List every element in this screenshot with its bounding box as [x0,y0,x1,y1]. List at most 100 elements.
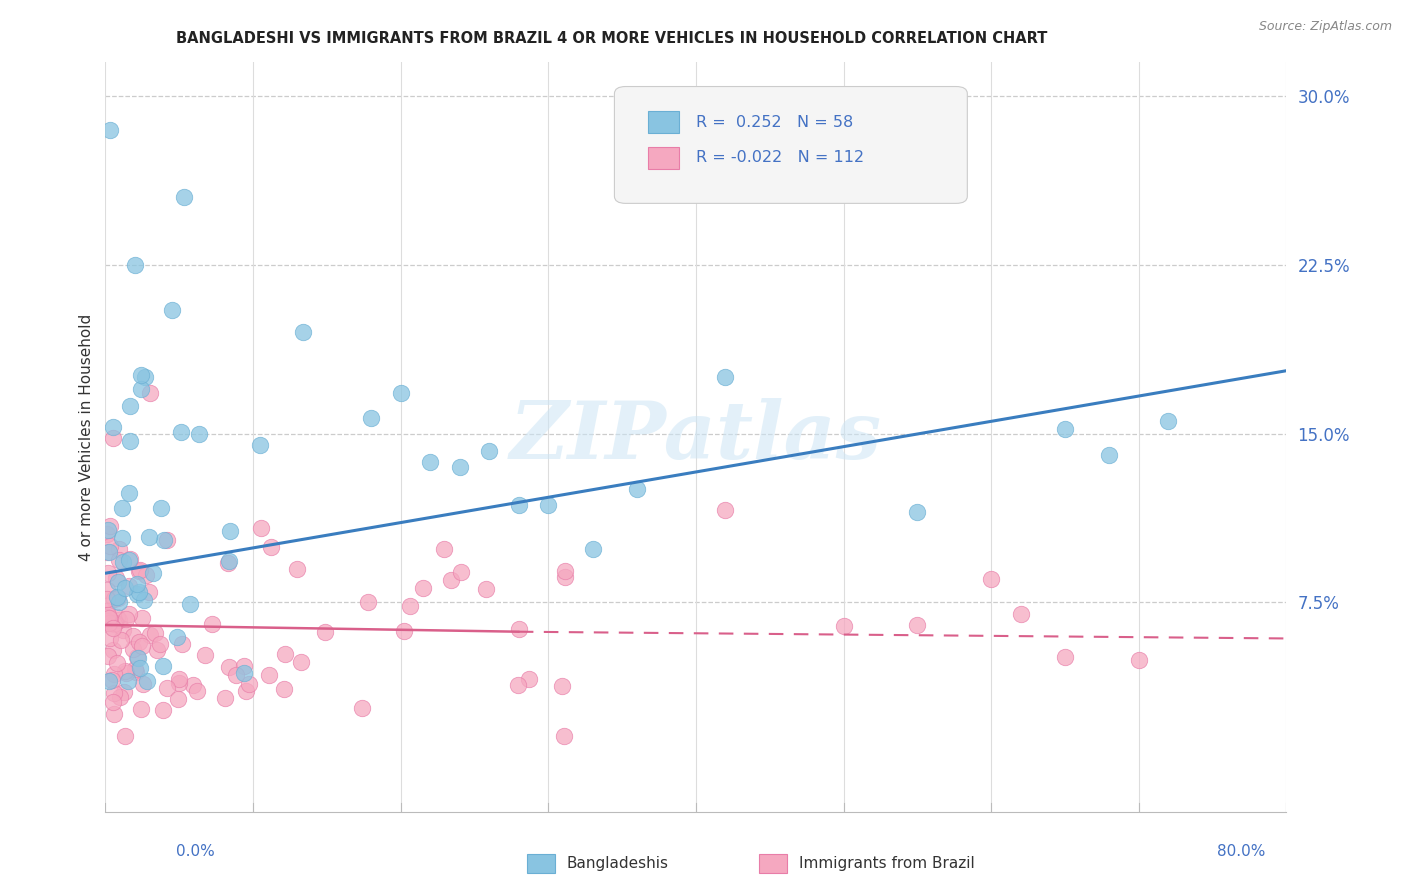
Point [257,668,280,682]
Point [360,410,382,425]
Point [124,258,146,272]
Point [96,591,118,606]
Point [108,553,131,567]
Point [129,702,152,716]
Point [125,587,148,601]
Point [188,427,211,442]
Point [218,554,240,568]
Point [104,571,127,585]
Point [160,302,183,317]
Point [125,650,148,665]
Point [554,564,576,578]
Point [146,643,169,657]
Point [907,618,929,632]
Point [714,503,737,517]
Point [97,648,120,663]
Point [155,533,177,548]
Point [107,591,129,605]
Point [122,629,145,643]
Point [440,574,463,588]
Point [117,674,139,689]
Text: R = -0.022   N = 112: R = -0.022 N = 112 [696,151,865,165]
Point [186,683,208,698]
Point [118,553,141,567]
Point [449,459,471,474]
Point [107,575,129,590]
Point [96,604,118,618]
Point [131,639,153,653]
Point [626,482,648,496]
Point [118,485,141,500]
Point [96,614,118,628]
Point [110,632,132,647]
Point [108,595,131,609]
Point [103,695,125,709]
Point [115,612,138,626]
Point [97,607,120,622]
Point [105,609,128,624]
Point [105,590,128,604]
Point [115,666,138,681]
Point [166,630,188,644]
Point [314,625,336,640]
Point [232,665,254,680]
Point [1098,449,1121,463]
Point [96,583,118,598]
Point [98,518,121,533]
Point [218,524,240,538]
Text: Bangladeshis: Bangladeshis [567,856,669,871]
Point [111,500,134,515]
Point [97,523,120,537]
Point [127,650,149,665]
Point [128,564,150,578]
Point [120,551,142,566]
Point [98,674,121,689]
Point [287,562,309,576]
Point [100,673,122,687]
Point [128,635,150,649]
Point [183,678,205,692]
Point [249,438,271,452]
Point [714,370,737,384]
Point [217,556,239,570]
Point [156,681,179,696]
Point [104,616,127,631]
Point [131,382,153,396]
Y-axis label: 4 or more Vehicles in Household: 4 or more Vehicles in Household [79,313,94,561]
Point [450,565,472,579]
Point [169,672,191,686]
Point [250,521,273,535]
Point [143,625,166,640]
Point [1054,650,1077,665]
Point [238,677,260,691]
Point [97,616,120,631]
Point [517,672,540,686]
Point [103,617,125,632]
Point [103,591,125,606]
Point [101,643,124,657]
Point [114,665,136,679]
Point [152,703,174,717]
Point [225,668,247,682]
Point [173,190,195,204]
Point [399,599,422,613]
Point [551,679,574,693]
Point [103,431,125,445]
Point [112,685,135,699]
Point [508,498,530,512]
Point [218,660,240,674]
Point [153,533,176,548]
Point [179,597,201,611]
Point [110,531,132,545]
Point [149,500,172,515]
Point [114,581,136,595]
Point [201,616,224,631]
Point [508,622,530,636]
Point [214,690,236,705]
Point [167,675,190,690]
Point [508,678,530,692]
Point [121,641,143,656]
Point [419,454,441,468]
Point [112,623,135,637]
Point [139,386,162,401]
